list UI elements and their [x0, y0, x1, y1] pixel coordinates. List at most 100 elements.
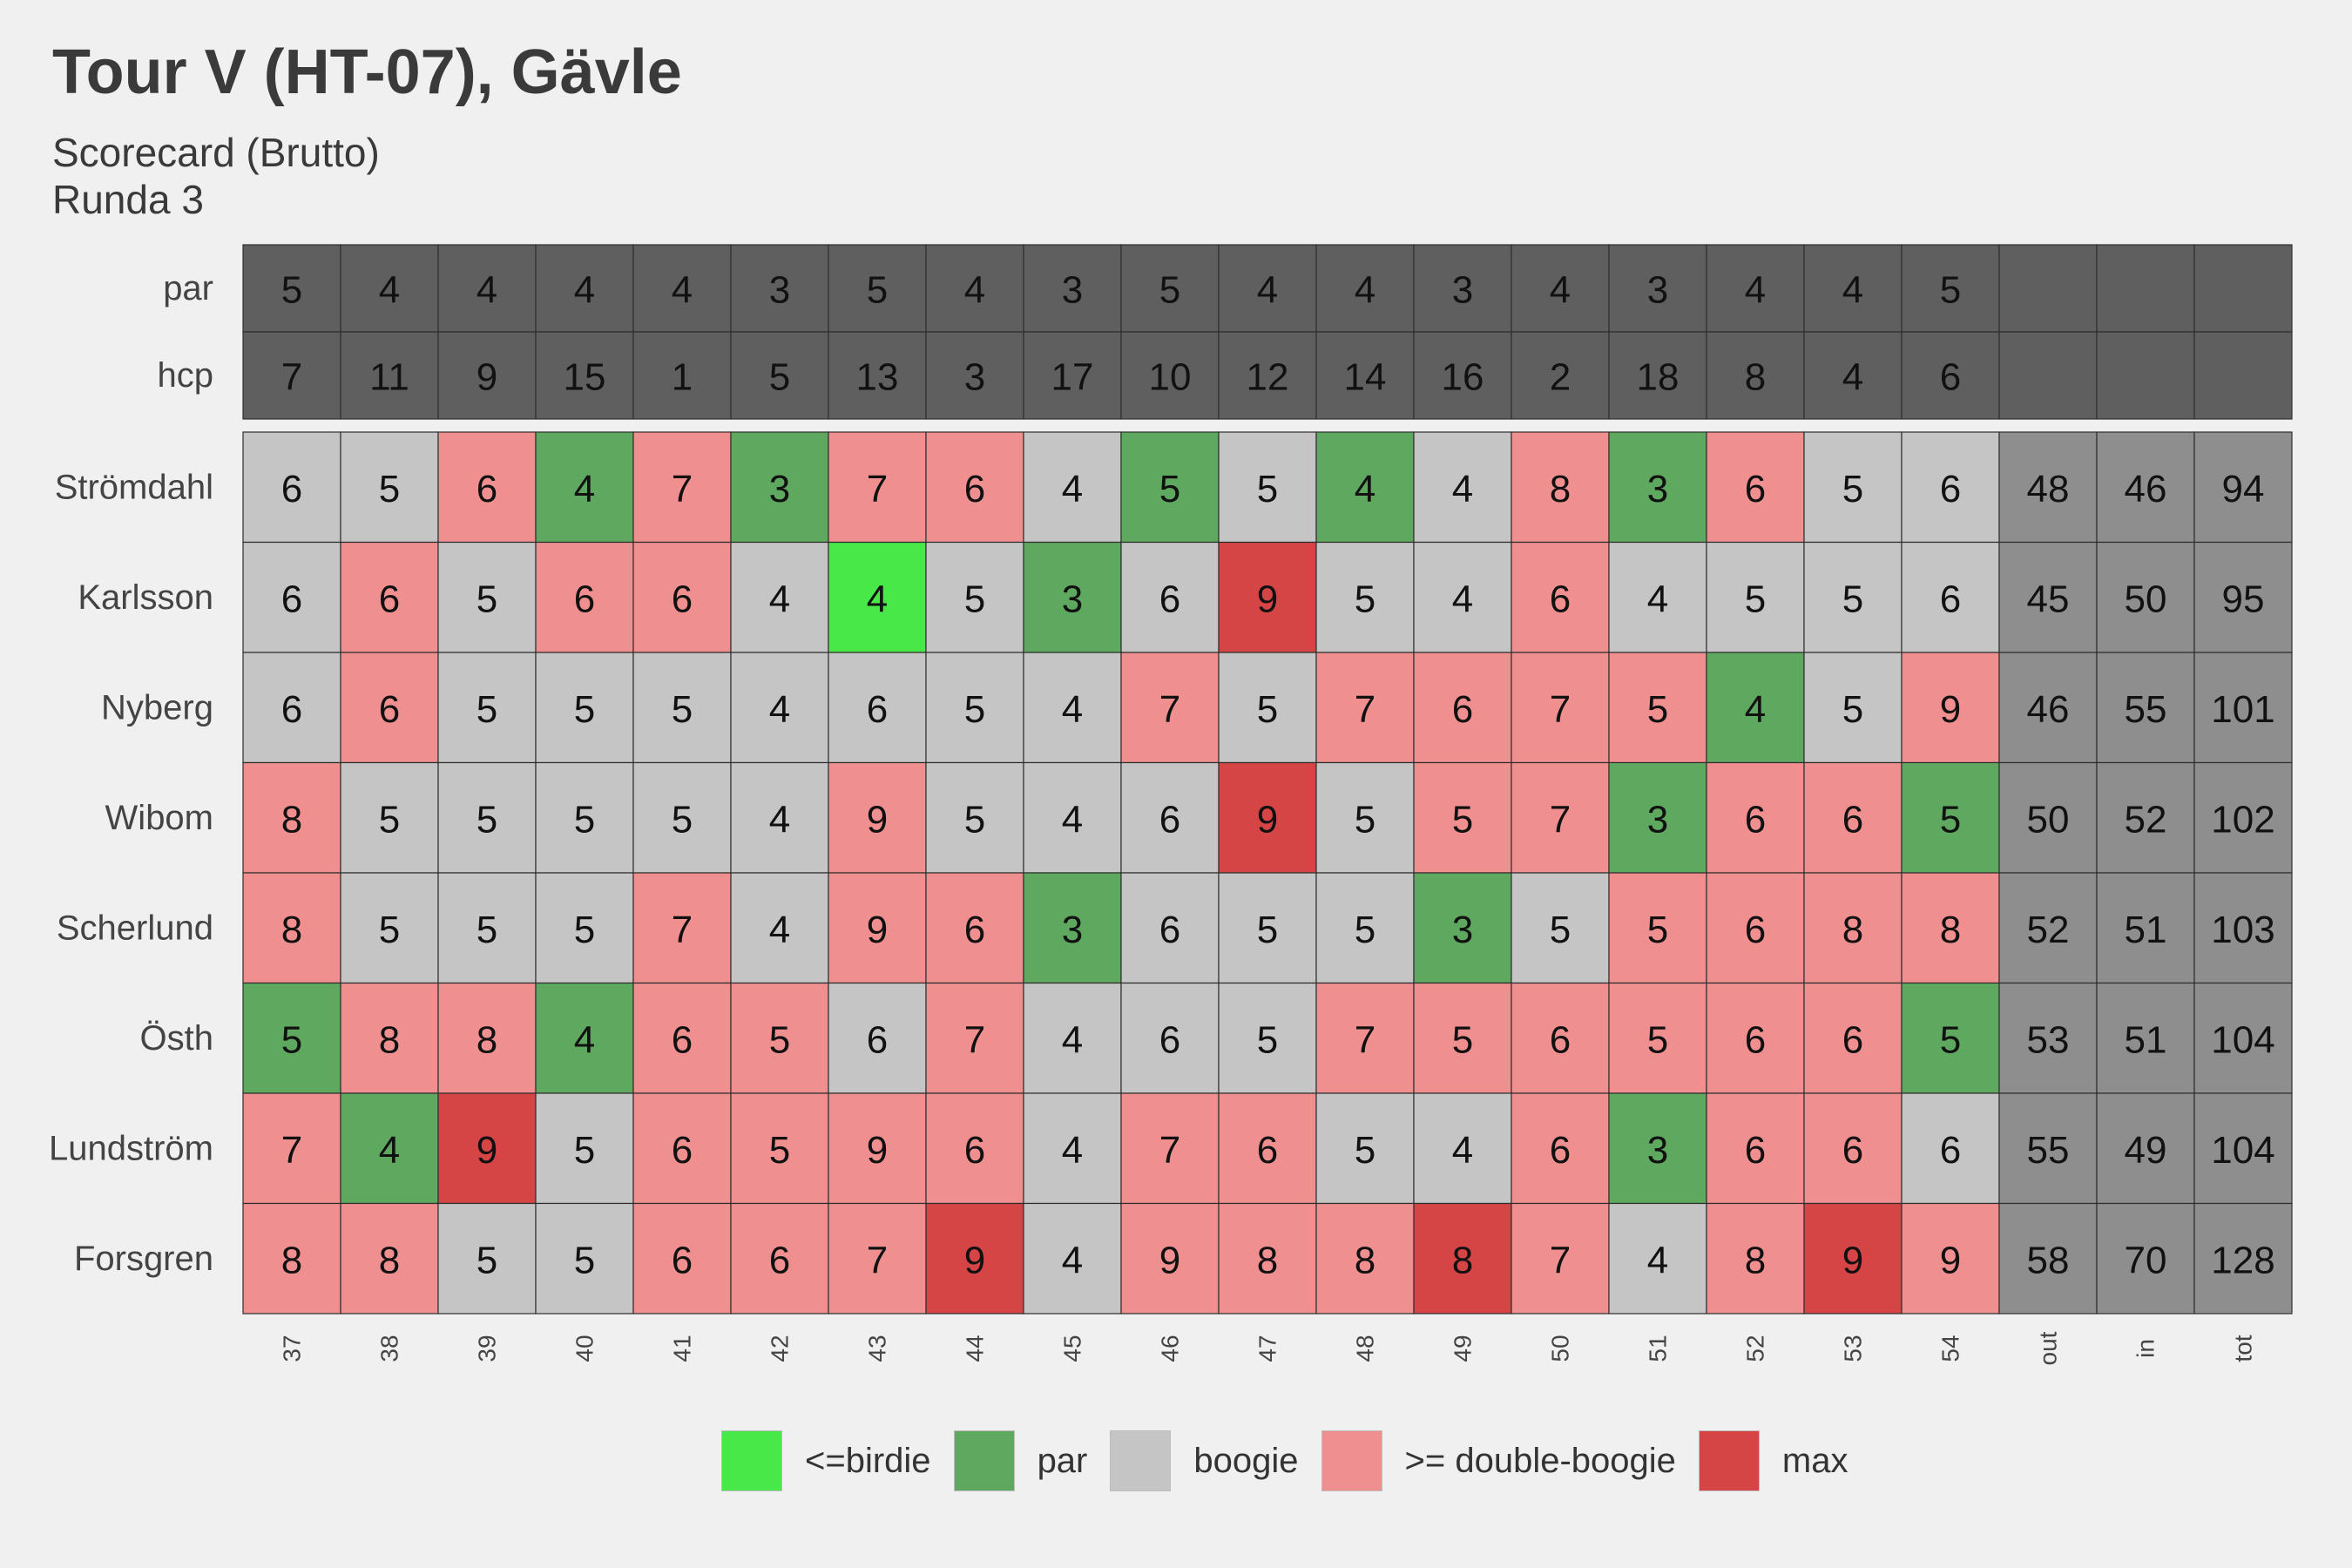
x-tick-label: 51: [1645, 1335, 1672, 1362]
score-value: 6: [1550, 578, 1571, 620]
header-value: 12: [1247, 356, 1289, 399]
legend-swatch: [1698, 1430, 1760, 1491]
legend: <=birdie par boogie >= double-boogie max: [721, 1430, 1870, 1491]
header-value: 16: [1442, 356, 1484, 399]
score-cell: [925, 872, 1024, 984]
score-value: 4: [867, 578, 888, 620]
score-cell: [730, 1202, 829, 1315]
score-cell: [535, 1092, 634, 1205]
score-cell: [1218, 541, 1317, 653]
score-cell: [1120, 652, 1220, 764]
score-cell: [1901, 1092, 2000, 1205]
score-value: 8: [379, 1239, 400, 1281]
header-value: 3: [1062, 269, 1083, 312]
score-value: 3: [1647, 798, 1668, 841]
score-cell: [632, 1202, 732, 1315]
score-value: 7: [672, 468, 693, 510]
header-cell: [1511, 244, 1610, 333]
header-value: 9: [476, 356, 497, 399]
score-cell: [1803, 1092, 1903, 1205]
score-value: 8: [1842, 909, 1863, 951]
header-cell: [828, 244, 927, 333]
score-cell: [1901, 982, 2000, 1094]
score-value: 5: [1842, 468, 1863, 510]
total-cell: [2193, 652, 2293, 764]
score-value: 5: [574, 798, 595, 841]
total-value: 70: [2125, 1239, 2167, 1281]
score-value: 5: [1647, 688, 1668, 731]
score-cell: [1511, 982, 1610, 1094]
total-value: 52: [2027, 909, 2070, 951]
header-cell: [2193, 244, 2293, 333]
score-value: 5: [1647, 1018, 1668, 1061]
score-value: 5: [1257, 688, 1278, 731]
header-cell: [535, 331, 634, 420]
score-cell: [535, 541, 634, 653]
total-value: 46: [2027, 688, 2070, 731]
x-tick-label: 45: [1059, 1335, 1086, 1362]
header-cell: [1998, 331, 2098, 420]
score-value: 5: [574, 1129, 595, 1172]
score-value: 4: [1062, 688, 1083, 731]
header-value: 11: [369, 356, 409, 399]
total-cell: [1998, 431, 2098, 544]
score-value: 6: [1842, 798, 1863, 841]
header-value: 4: [672, 269, 693, 312]
score-cell: [1803, 541, 1903, 653]
header-cell: [1023, 331, 1122, 420]
score-cell: [1608, 431, 1707, 544]
score-value: 9: [1940, 1239, 1961, 1281]
score-cell: [340, 1092, 439, 1205]
score-value: 9: [1842, 1239, 1863, 1281]
score-cell: [535, 761, 634, 874]
score-value: 6: [379, 578, 400, 620]
x-tick-label: 50: [1547, 1335, 1574, 1362]
score-value: 8: [476, 1018, 497, 1061]
score-cell: [1120, 761, 1220, 874]
header-cell: [2193, 331, 2293, 420]
header-cell: [1706, 244, 1805, 333]
score-cell: [1706, 1202, 1805, 1315]
total-cell: [2096, 872, 2195, 984]
score-value: 6: [867, 1018, 888, 1061]
score-cell: [1706, 761, 1805, 874]
score-value: 5: [476, 909, 497, 951]
score-cell: [1608, 652, 1707, 764]
chart-subtitle: Scorecard (Brutto): [52, 130, 380, 175]
legend-label: boogie: [1193, 1441, 1299, 1480]
score-cell: [1706, 541, 1805, 653]
score-cell: [437, 652, 537, 764]
total-value: 52: [2125, 798, 2167, 841]
score-value: 5: [574, 909, 595, 951]
score-value: 3: [769, 468, 790, 510]
score-value: 5: [1257, 1018, 1278, 1061]
score-cell: [1608, 982, 1707, 1094]
score-cell: [730, 541, 829, 653]
header-value: 4: [964, 269, 985, 312]
score-cell: [925, 541, 1024, 653]
score-cell: [1608, 1202, 1707, 1315]
score-value: 5: [1940, 798, 1961, 841]
score-cell: [632, 652, 732, 764]
score-cell: [1901, 1202, 2000, 1315]
total-value: 103: [2211, 909, 2274, 951]
header-cell: [632, 331, 732, 420]
total-value: 104: [2211, 1129, 2274, 1172]
header-value: 4: [1550, 269, 1571, 312]
score-value: 9: [867, 909, 888, 951]
score-cell: [1218, 982, 1317, 1094]
score-value: 5: [476, 1239, 497, 1281]
chart-subtitle-round: Runda 3: [52, 177, 204, 222]
total-cell: [2096, 982, 2195, 1094]
header-cell: [1511, 331, 1610, 420]
x-tick-label: 54: [1937, 1335, 1964, 1362]
legend-item-par: par: [953, 1430, 1087, 1491]
score-value: 4: [769, 798, 790, 841]
score-value: 4: [769, 909, 790, 951]
score-cell: [1901, 652, 2000, 764]
score-cell: [1023, 541, 1122, 653]
score-value: 5: [672, 798, 693, 841]
header-cell: [1803, 331, 1903, 420]
score-value: 6: [1550, 1018, 1571, 1061]
